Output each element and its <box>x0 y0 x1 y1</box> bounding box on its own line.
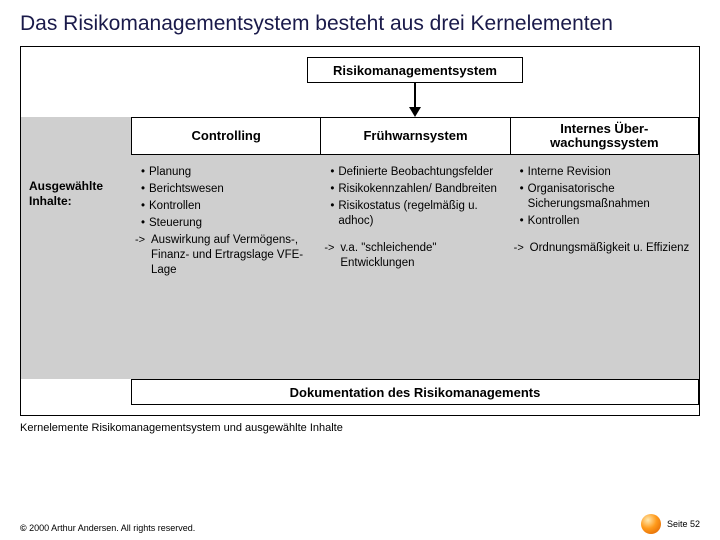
down-arrow-icon <box>414 83 416 107</box>
slide-title: Das Risikomanagementsystem besteht aus d… <box>20 12 700 36</box>
list-item: Interne Revision <box>520 165 691 180</box>
sidebar-label-text: Ausgewählte Inhalte: <box>29 179 103 208</box>
column-head-label: Frühwarnsystem <box>363 129 467 143</box>
column: Internes Über-wachungssystem Interne Rev… <box>510 117 699 379</box>
footer-right: Seite 52 <box>641 514 700 534</box>
list-spacer <box>520 231 691 241</box>
column-body: Planung Berichtswesen Kontrollen Steuerung A… <box>131 155 320 379</box>
slide: Das Risikomanagementsystem besteht aus d… <box>0 0 720 540</box>
sidebar-label: Ausgewählte Inhalte: <box>21 117 131 379</box>
list-item: Ordnungsmäßig­keit u. Effizienz <box>520 241 691 256</box>
list-item: Definierte Beobach­tungsfelder <box>330 165 501 180</box>
list-item: Auswirkung auf Vermögens-, Finanz- und E… <box>141 233 312 278</box>
list-item: Planung <box>141 165 312 180</box>
list-item: Steuerung <box>141 216 312 231</box>
column-body: Interne Revision Organisatorische Sicheru… <box>510 155 699 379</box>
documentation-box: Dokumentation des Risikomanagements <box>131 379 699 405</box>
bullet-list: Definierte Beobach­tungsfelder Risikokenn… <box>330 165 501 271</box>
column-head-label: Internes Über-wachungssystem <box>511 122 698 151</box>
list-item: Kontrollen <box>520 214 691 229</box>
list-spacer <box>330 231 501 241</box>
bullet-list: Interne Revision Organisatorische Sicheru… <box>520 165 691 256</box>
column: Controlling Planung Berichtswesen Kontroll… <box>131 117 320 379</box>
top-box: Risikomanagementsystem <box>307 57 523 83</box>
logo-icon <box>641 514 661 534</box>
footer: © 2000 Arthur Andersen. All rights reser… <box>20 514 700 534</box>
diagram-frame: Risikomanagementsystem Ausgewählte Inhal… <box>20 46 700 416</box>
bullet-list: Planung Berichtswesen Kontrollen Steuerung A… <box>141 165 312 278</box>
copyright: © 2000 Arthur Andersen. All rights reser… <box>20 523 195 534</box>
column: Frühwarnsystem Definierte Beobach­tungsf… <box>320 117 509 379</box>
list-item: Kontrollen <box>141 199 312 214</box>
diagram-caption: Kernelemente Risikomanagementsystem und … <box>20 422 700 434</box>
columns: Controlling Planung Berichtswesen Kontroll… <box>131 117 699 379</box>
column-head: Controlling <box>131 117 321 155</box>
list-item: Organisatorische Sicherungsmaß­nahmen <box>520 182 691 212</box>
list-item: Berichtswesen <box>141 182 312 197</box>
column-body: Definierte Beobach­tungsfelder Risikokenn… <box>320 155 509 379</box>
column-head-label: Controlling <box>192 129 261 143</box>
column-head: Internes Über-wachungssystem <box>510 117 699 155</box>
column-head: Frühwarnsystem <box>320 117 510 155</box>
copyright-symbol: © <box>20 523 27 533</box>
list-item: Risikostatus (regel­mäßig u. adhoc) <box>330 199 501 229</box>
list-item: Risikokennzahlen/ Bandbreiten <box>330 182 501 197</box>
list-item: v.a. "schleichende" Entwicklungen <box>330 241 501 271</box>
copyright-text: 2000 Arthur Andersen. All rights reserve… <box>29 523 195 533</box>
documentation-label: Dokumentation des Risikomanagements <box>290 385 541 400</box>
top-box-label: Risikomanagementsystem <box>333 63 497 78</box>
page-number: Seite 52 <box>667 519 700 529</box>
footer-left: © 2000 Arthur Andersen. All rights reser… <box>20 523 195 534</box>
